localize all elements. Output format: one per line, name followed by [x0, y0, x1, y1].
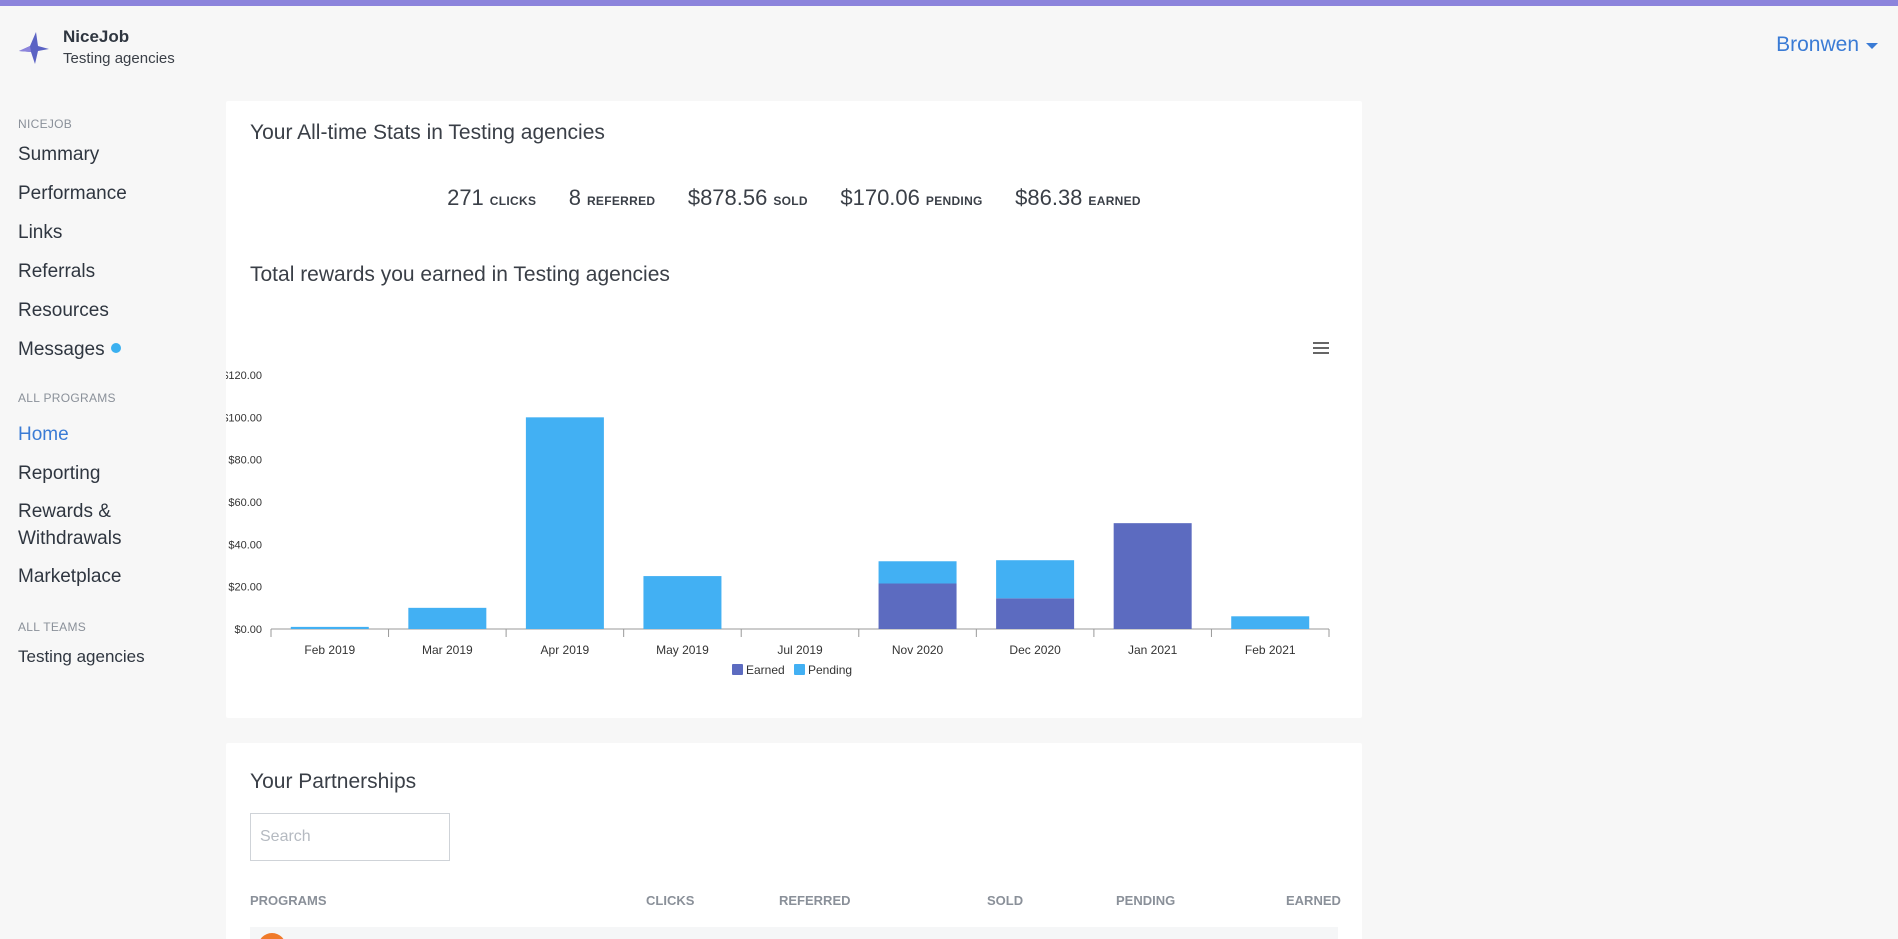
sidebar-item-summary[interactable]: Summary	[18, 144, 100, 165]
sidebar-item-links[interactable]: Links	[18, 222, 63, 243]
sidebar-item-home[interactable]: Home	[18, 424, 69, 445]
bar-pending	[643, 576, 722, 629]
stats-title: Your All-time Stats in Testing agencies	[250, 121, 605, 144]
sidebar-item-marketplace[interactable]: Marketplace	[18, 566, 122, 587]
search-input[interactable]	[250, 813, 450, 861]
column-header-referred[interactable]: REFERRED	[779, 893, 851, 908]
sidebar-item-performance[interactable]: Performance	[18, 183, 127, 204]
hamburger-menu-icon[interactable]	[1313, 342, 1329, 356]
bar-earned	[878, 583, 957, 629]
sidebar-item-testing-agencies[interactable]: Testing agencies	[18, 647, 145, 666]
x-tick-label: Apr 2019	[541, 643, 590, 657]
x-tick-label: May 2019	[656, 643, 709, 657]
column-header-clicks[interactable]: CLICKS	[646, 893, 695, 908]
bar-pending	[1231, 616, 1310, 629]
sidebar: NICEJOB Summary Performance Links Referr…	[18, 117, 198, 667]
x-tick-label: Jan 2021	[1128, 643, 1178, 657]
table-header: PROGRAMS CLICKS REFERRED SOLD PENDING EA…	[250, 893, 1341, 909]
legend-swatch-earned	[732, 664, 743, 675]
stat-pending-label: PENDING	[925, 194, 983, 208]
x-tick-label: Jul 2019	[777, 643, 823, 657]
sidebar-item-messages-label: Messages	[18, 339, 105, 360]
legend-label-earned: Earned	[746, 663, 785, 677]
stats-card: Your All-time Stats in Testing agencies …	[226, 101, 1362, 718]
y-tick-label: $20.00	[228, 582, 262, 594]
stat-sold: $878.56 SOLD	[688, 185, 808, 211]
user-menu-button[interactable]: Bronwen	[1776, 33, 1878, 57]
stat-referred: 8 REFERRED	[569, 185, 656, 211]
x-tick-label: Dec 2020	[1009, 643, 1061, 657]
table-row[interactable]	[250, 927, 1338, 939]
bar-pending	[408, 607, 487, 629]
y-tick-label: $60.00	[228, 497, 262, 509]
sidebar-item-messages[interactable]: Messages	[18, 339, 198, 391]
top-accent-bar	[0, 0, 1898, 6]
y-tick-label: $40.00	[228, 539, 262, 551]
app-name: NiceJob	[63, 27, 130, 46]
stat-earned-value: $86.38	[1015, 185, 1083, 210]
bar-pending	[290, 626, 369, 629]
x-tick-label: Feb 2021	[1245, 643, 1296, 657]
sidebar-item-resources[interactable]: Resources	[18, 300, 109, 321]
sidebar-item-rewards-withdrawals[interactable]: Rewards & Withdrawals	[18, 501, 122, 549]
legend-label-pending: Pending	[808, 663, 852, 677]
y-tick-label: $100.00	[226, 412, 262, 424]
bar-pending	[996, 560, 1075, 599]
column-header-pending[interactable]: PENDING	[1116, 893, 1176, 908]
bar-earned	[996, 598, 1075, 629]
team-name: Testing agencies	[63, 50, 175, 67]
column-header-sold[interactable]: SOLD	[987, 893, 1024, 908]
y-tick-label: $80.00	[228, 455, 262, 467]
brand-header[interactable]: NiceJob Testing agencies	[18, 26, 175, 70]
stat-pending: $170.06 PENDING	[840, 185, 982, 211]
rewards-chart-title: Total rewards you earned in Testing agen…	[250, 263, 670, 286]
stat-clicks-label: CLICKS	[489, 194, 537, 208]
unread-dot-icon	[110, 343, 121, 353]
stat-referred-label: REFERRED	[586, 194, 656, 208]
stat-sold-value: $878.56	[687, 185, 768, 210]
sidebar-section-all-programs: ALL PROGRAMS	[18, 391, 116, 405]
caret-down-icon	[1866, 43, 1878, 49]
stats-row: 271 CLICKS 8 REFERRED $878.56 SOLD $170.06 P…	[226, 185, 1362, 211]
legend-swatch-pending	[794, 664, 805, 675]
stat-earned-label: EARNED	[1088, 194, 1141, 208]
program-logo-icon	[258, 933, 286, 939]
sidebar-item-referrals[interactable]: Referrals	[18, 261, 96, 282]
stat-sold-label: SOLD	[773, 194, 808, 208]
stat-pending-value: $170.06	[840, 185, 920, 210]
x-tick-label: Nov 2020	[892, 643, 944, 657]
partnerships-card: Your Partnerships PROGRAMS CLICKS REFERR…	[226, 743, 1362, 939]
stat-clicks-value: 271	[447, 185, 484, 210]
bar-pending	[525, 417, 604, 629]
y-tick-label: $0.00	[234, 624, 262, 636]
bar-pending	[878, 561, 957, 584]
x-tick-label: Mar 2019	[422, 643, 473, 657]
stat-referred-value: 8	[568, 185, 581, 210]
rewards-bar-chart: $0.00 $20.00 $40.00 $60.00 $80.00 $100.00 $120…	[226, 370, 1330, 677]
stat-earned: $86.38 EARNED	[1015, 185, 1141, 211]
sidebar-section-nicejob: NICEJOB	[18, 117, 73, 131]
user-name: Bronwen	[1776, 33, 1859, 56]
bar-earned	[1113, 523, 1192, 629]
sidebar-item-reporting[interactable]: Reporting	[18, 463, 101, 484]
partnerships-title: Your Partnerships	[250, 770, 417, 793]
nicejob-star-logo-icon	[19, 32, 49, 64]
stat-clicks: 271 CLICKS	[447, 185, 536, 211]
x-tick-label: Feb 2019	[304, 643, 355, 657]
sidebar-section-all-teams: ALL TEAMS	[18, 620, 87, 634]
column-header-programs[interactable]: PROGRAMS	[250, 893, 327, 908]
y-tick-label: $120.00	[226, 370, 262, 382]
column-header-earned[interactable]: EARNED	[1286, 893, 1341, 908]
